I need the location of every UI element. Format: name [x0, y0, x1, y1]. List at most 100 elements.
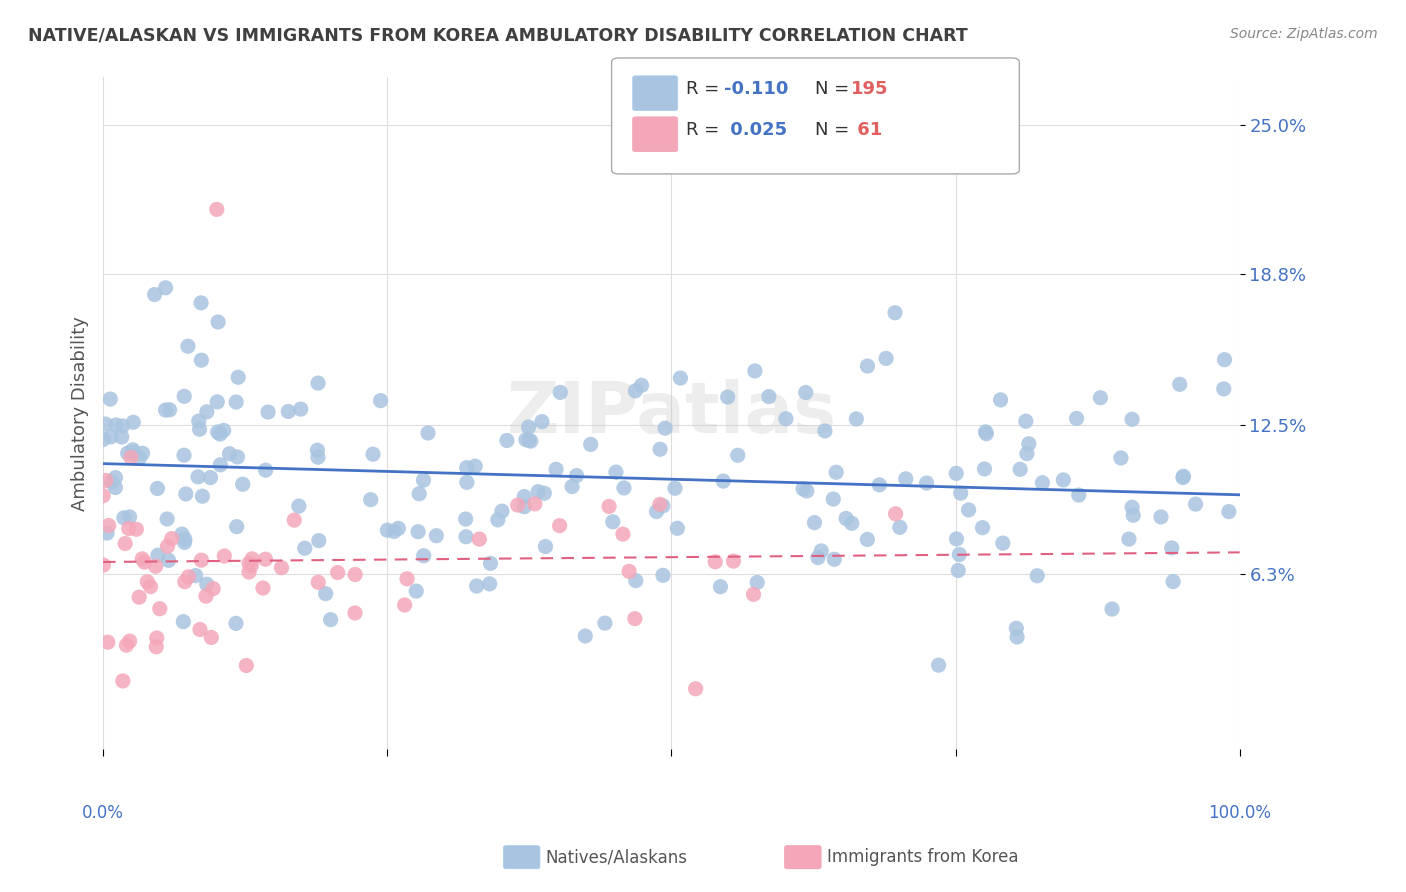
Natives/Alaskans	[100, 430, 122, 444]
Immigrants from Korea	[94, 474, 117, 488]
Natives/Alaskans	[307, 376, 329, 390]
Natives/Alaskans	[533, 486, 555, 500]
Natives/Alaskans	[308, 533, 330, 548]
Immigrants from Korea	[145, 640, 167, 654]
Immigrants from Korea	[118, 521, 141, 535]
Natives/Alaskans	[294, 541, 316, 556]
Natives/Alaskans	[884, 306, 907, 320]
Natives/Alaskans	[630, 378, 652, 392]
Immigrants from Korea	[139, 580, 162, 594]
Natives/Alaskans	[1052, 473, 1074, 487]
Immigrants from Korea	[114, 536, 136, 550]
Immigrants from Korea	[188, 623, 211, 637]
Immigrants from Korea	[131, 552, 153, 566]
Natives/Alaskans	[517, 433, 540, 447]
Natives/Alaskans	[1066, 411, 1088, 425]
Natives/Alaskans	[758, 390, 780, 404]
Text: Immigrants from Korea: Immigrants from Korea	[827, 848, 1018, 866]
Natives/Alaskans	[654, 421, 676, 435]
Text: 61: 61	[851, 121, 882, 139]
Natives/Alaskans	[406, 524, 429, 539]
Natives/Alaskans	[814, 424, 837, 438]
Natives/Alaskans	[1184, 497, 1206, 511]
Natives/Alaskans	[513, 490, 536, 504]
Immigrants from Korea	[685, 681, 707, 696]
Immigrants from Korea	[394, 598, 416, 612]
Text: R =: R =	[686, 80, 725, 98]
Natives/Alaskans	[1171, 470, 1194, 484]
Immigrants from Korea	[270, 560, 292, 574]
Natives/Alaskans	[1118, 532, 1140, 546]
Natives/Alaskans	[574, 629, 596, 643]
Natives/Alaskans	[565, 468, 588, 483]
Natives/Alaskans	[792, 482, 814, 496]
Natives/Alaskans	[200, 470, 222, 484]
Y-axis label: Ambulatory Disability: Ambulatory Disability	[72, 316, 89, 511]
Immigrants from Korea	[624, 612, 647, 626]
Natives/Alaskans	[319, 613, 342, 627]
Natives/Alaskans	[491, 504, 513, 518]
Natives/Alaskans	[1090, 391, 1112, 405]
Natives/Alaskans	[96, 526, 118, 541]
Natives/Alaskans	[232, 477, 254, 491]
Natives/Alaskans	[645, 504, 668, 518]
Immigrants from Korea	[548, 518, 571, 533]
Natives/Alaskans	[894, 472, 917, 486]
Text: 100.0%: 100.0%	[1208, 805, 1271, 822]
Natives/Alaskans	[187, 470, 209, 484]
Immigrants from Korea	[612, 527, 634, 541]
Natives/Alaskans	[515, 433, 537, 447]
Natives/Alaskans	[823, 552, 845, 566]
Natives/Alaskans	[652, 568, 675, 582]
Natives/Alaskans	[835, 511, 858, 525]
Natives/Alaskans	[225, 395, 247, 409]
Natives/Alaskans	[648, 442, 671, 457]
Natives/Alaskans	[744, 364, 766, 378]
Natives/Alaskans	[207, 395, 229, 409]
Natives/Alaskans	[188, 422, 211, 436]
Natives/Alaskans	[496, 434, 519, 448]
Natives/Alaskans	[382, 524, 405, 539]
Immigrants from Korea	[190, 553, 212, 567]
Immigrants from Korea	[134, 555, 156, 569]
Immigrants from Korea	[238, 557, 260, 571]
Natives/Alaskans	[775, 411, 797, 425]
Immigrants from Korea	[283, 513, 305, 527]
Natives/Alaskans	[159, 402, 181, 417]
Natives/Alaskans	[479, 557, 502, 571]
Natives/Alaskans	[118, 509, 141, 524]
Natives/Alaskans	[290, 402, 312, 417]
Natives/Alaskans	[91, 433, 114, 447]
Natives/Alaskans	[155, 281, 177, 295]
Natives/Alaskans	[928, 658, 950, 673]
Natives/Alaskans	[277, 404, 299, 418]
Natives/Alaskans	[1121, 412, 1143, 426]
Natives/Alaskans	[949, 486, 972, 500]
Natives/Alaskans	[315, 587, 337, 601]
Natives/Alaskans	[122, 445, 145, 459]
Natives/Alaskans	[527, 484, 550, 499]
Natives/Alaskans	[131, 446, 153, 460]
Natives/Alaskans	[208, 427, 231, 442]
Natives/Alaskans	[711, 474, 734, 488]
Natives/Alaskans	[456, 475, 478, 490]
Immigrants from Korea	[598, 500, 620, 514]
Natives/Alaskans	[1015, 446, 1038, 460]
Natives/Alaskans	[1018, 436, 1040, 450]
Natives/Alaskans	[915, 476, 938, 491]
Immigrants from Korea	[617, 565, 640, 579]
Natives/Alaskans	[651, 499, 673, 513]
Natives/Alaskans	[190, 296, 212, 310]
Immigrants from Korea	[723, 554, 745, 568]
Immigrants from Korea	[307, 575, 329, 590]
Natives/Alaskans	[218, 447, 240, 461]
Natives/Alaskans	[530, 415, 553, 429]
Natives/Alaskans	[172, 615, 194, 629]
Natives/Alaskans	[370, 393, 392, 408]
Natives/Alaskans	[456, 460, 478, 475]
Immigrants from Korea	[194, 589, 217, 603]
Natives/Alaskans	[1067, 488, 1090, 502]
Natives/Alaskans	[613, 481, 636, 495]
Natives/Alaskans	[845, 412, 868, 426]
Natives/Alaskans	[117, 446, 139, 460]
